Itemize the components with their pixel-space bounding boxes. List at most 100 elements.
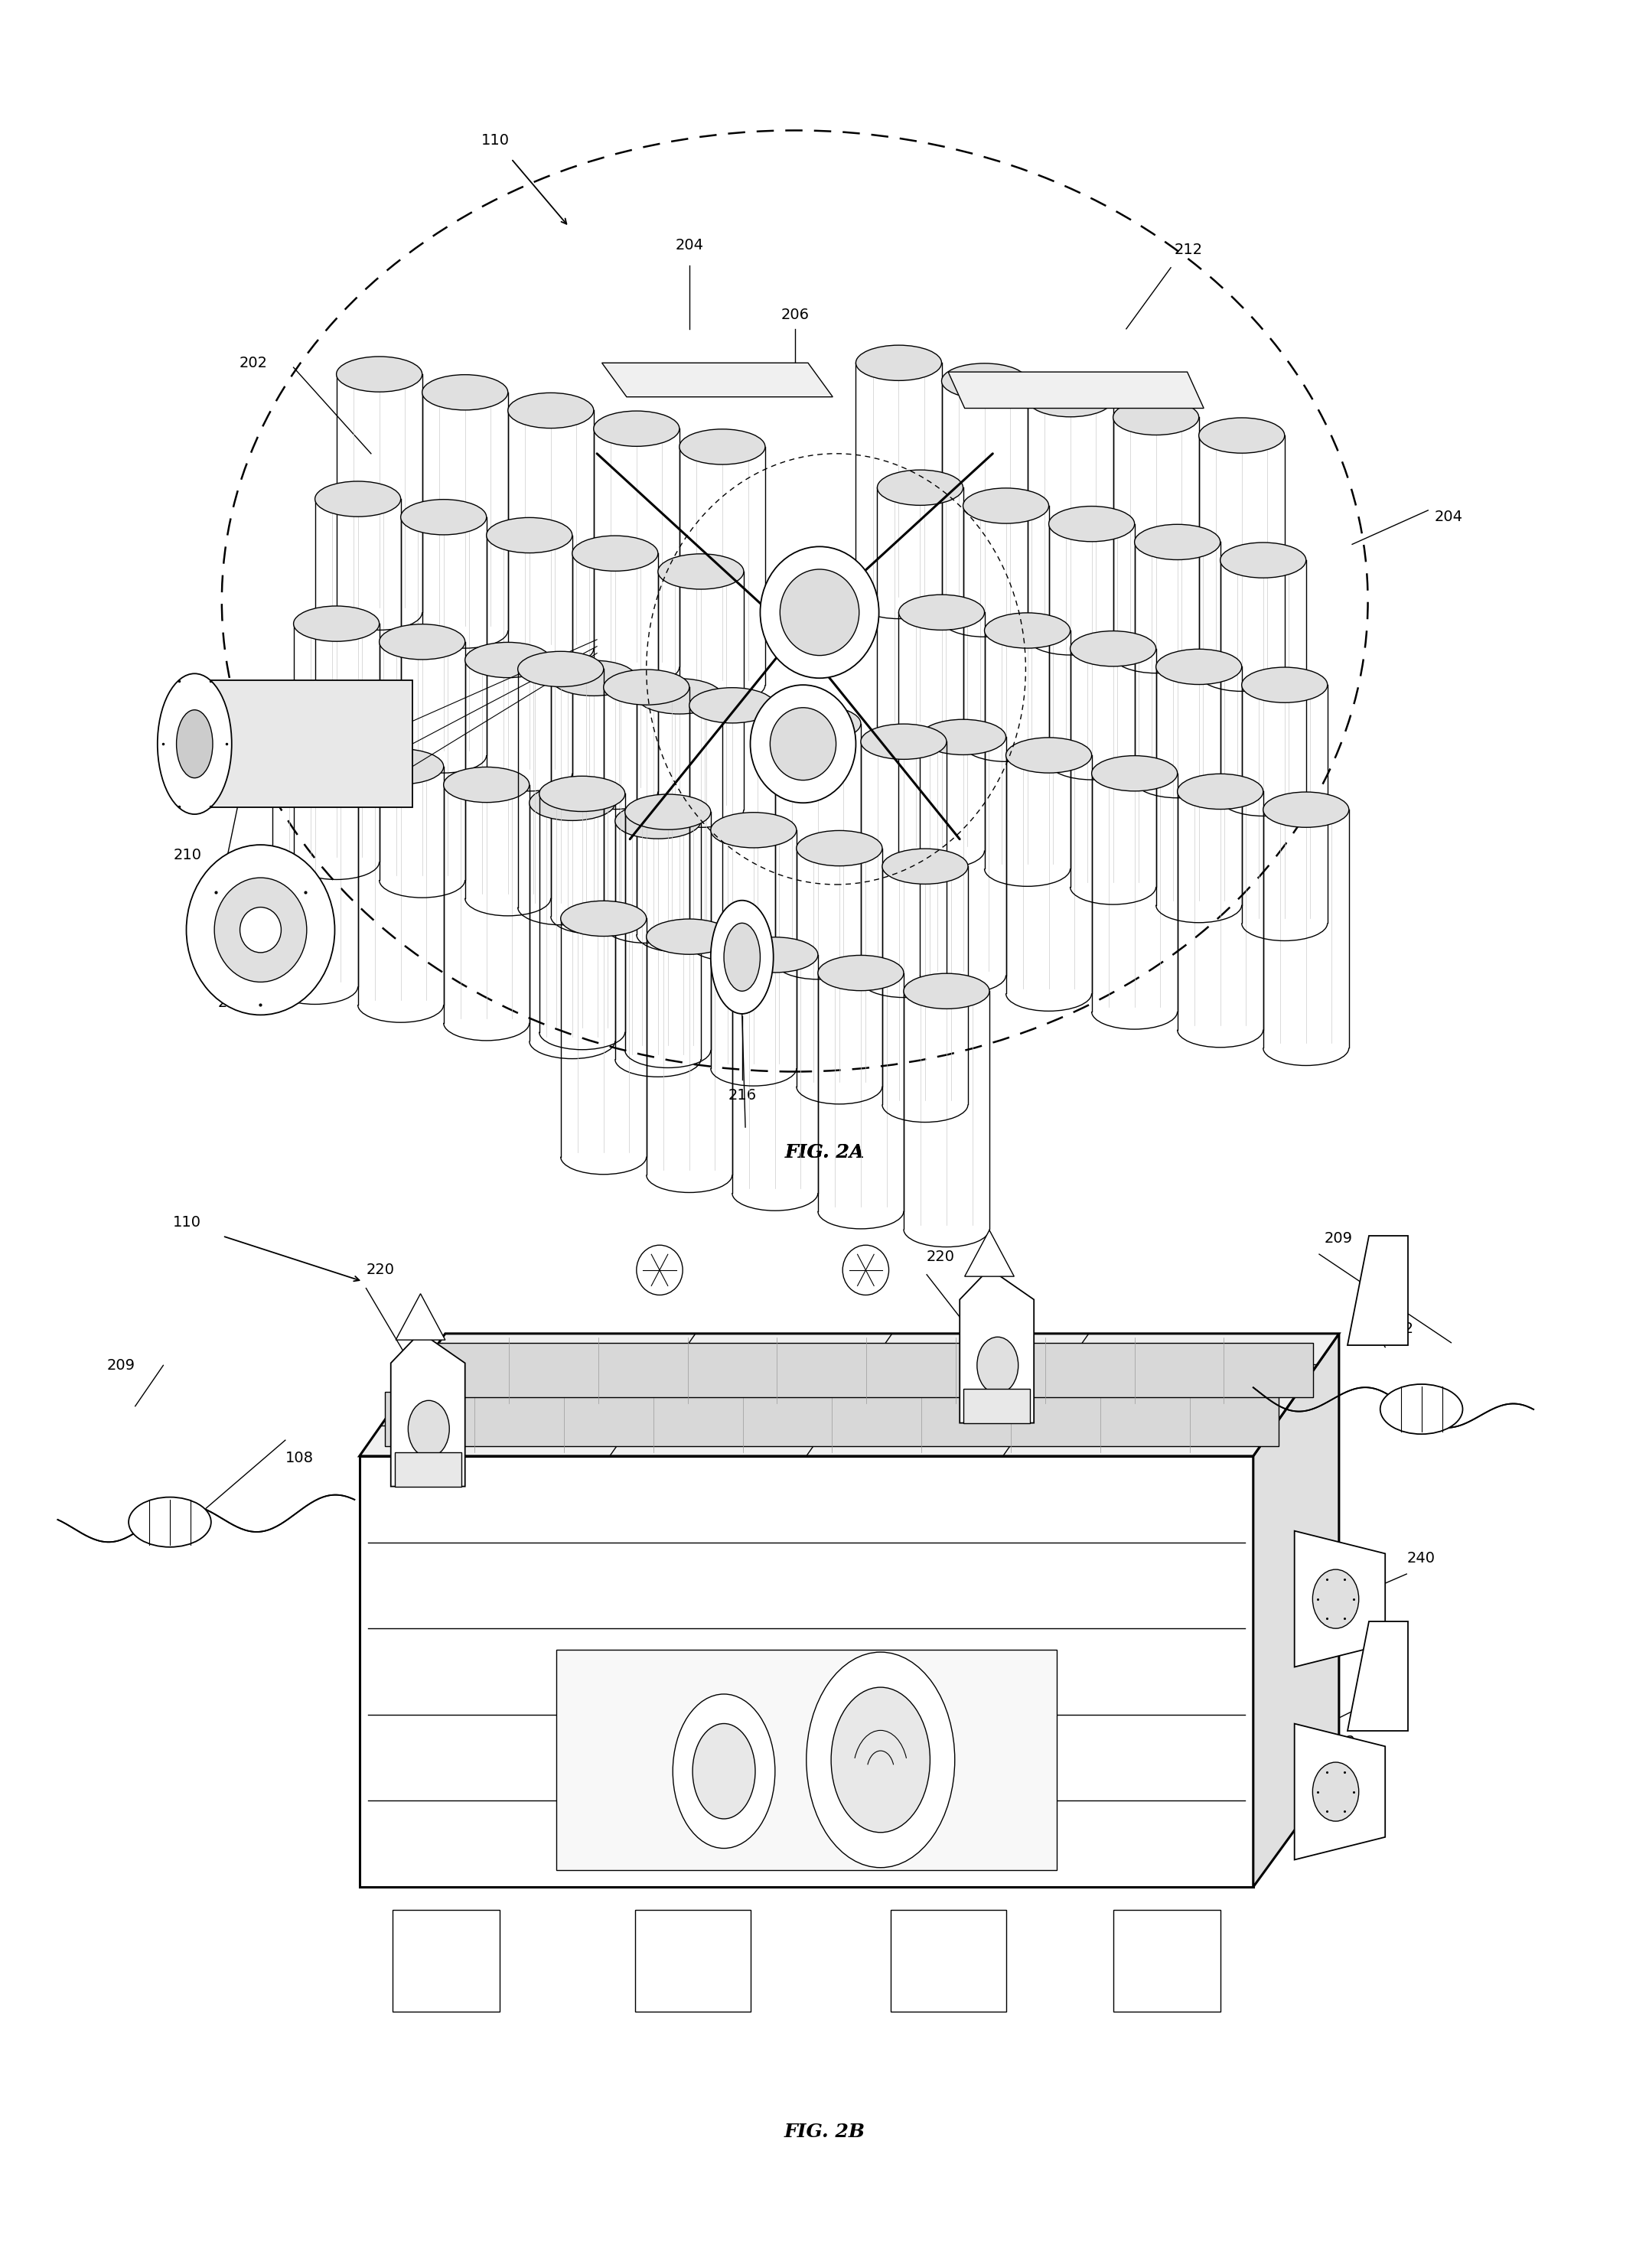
Text: 216: 216 [727,1089,757,1102]
Ellipse shape [1199,417,1285,454]
Text: 209: 209 [1324,1232,1352,1245]
Ellipse shape [942,363,1027,399]
Text: 204: 204 [674,238,704,252]
Ellipse shape [724,923,760,991]
Polygon shape [359,1334,1339,1456]
Ellipse shape [861,723,947,760]
Ellipse shape [689,687,775,723]
Text: 240: 240 [1407,1551,1435,1565]
Ellipse shape [615,803,701,839]
Ellipse shape [1006,737,1092,773]
Ellipse shape [518,651,604,687]
Polygon shape [965,1229,1014,1277]
Ellipse shape [315,481,401,517]
Ellipse shape [877,469,963,506]
Ellipse shape [561,900,646,937]
Text: 220: 220 [927,1250,955,1263]
Ellipse shape [272,730,358,767]
Polygon shape [206,680,412,807]
Ellipse shape [750,685,856,803]
Ellipse shape [572,535,658,572]
Ellipse shape [658,553,744,590]
Ellipse shape [882,848,968,885]
Ellipse shape [899,594,984,631]
Ellipse shape [594,411,679,447]
Polygon shape [386,1393,1280,1447]
Ellipse shape [1156,649,1242,685]
Ellipse shape [693,1724,755,1819]
Ellipse shape [711,812,796,848]
Ellipse shape [1263,792,1349,828]
Text: 110: 110 [482,134,510,147]
Text: 242: 242 [1327,1735,1355,1749]
Ellipse shape [486,517,572,553]
Polygon shape [419,1343,1313,1397]
Ellipse shape [1049,506,1135,542]
Text: 214: 214 [218,996,246,1009]
Polygon shape [1253,1334,1339,1887]
Ellipse shape [625,794,711,830]
Polygon shape [963,1388,1031,1422]
Ellipse shape [465,642,551,678]
Ellipse shape [1313,1762,1359,1821]
Ellipse shape [444,767,529,803]
Text: 220: 220 [366,1263,394,1277]
Ellipse shape [294,606,379,642]
Ellipse shape [508,392,594,429]
Ellipse shape [1113,399,1199,435]
Polygon shape [960,1268,1034,1422]
Polygon shape [1294,1531,1385,1667]
Ellipse shape [637,1245,683,1295]
Ellipse shape [780,569,859,655]
Ellipse shape [976,1338,1017,1393]
Text: 206: 206 [780,308,810,322]
Polygon shape [392,1910,500,2012]
Ellipse shape [409,1399,449,1456]
Text: FIG. 2A: FIG. 2A [785,1143,864,1161]
Polygon shape [1113,1910,1220,2012]
Ellipse shape [963,488,1049,524]
Polygon shape [1347,1622,1408,1730]
Text: 218: 218 [777,1742,806,1755]
Polygon shape [556,1651,1057,1869]
Text: 204: 204 [1435,510,1463,524]
Polygon shape [391,1331,465,1486]
Ellipse shape [679,429,765,465]
Ellipse shape [214,878,307,982]
Ellipse shape [241,907,280,953]
Text: 209: 209 [107,1359,135,1372]
Text: 212: 212 [1174,243,1202,256]
Ellipse shape [920,719,1006,755]
Ellipse shape [1380,1383,1463,1433]
Polygon shape [394,1452,462,1486]
Ellipse shape [176,710,213,778]
Ellipse shape [1135,524,1220,560]
Ellipse shape [806,1651,955,1867]
Ellipse shape [711,900,773,1014]
Ellipse shape [1027,381,1113,417]
Polygon shape [948,372,1204,408]
Polygon shape [602,363,833,397]
Ellipse shape [1313,1569,1359,1628]
Ellipse shape [831,1687,930,1833]
Ellipse shape [336,356,422,392]
Ellipse shape [770,708,836,780]
Text: 210: 210 [173,848,201,862]
Ellipse shape [637,678,722,714]
Ellipse shape [358,748,444,785]
Ellipse shape [818,955,904,991]
Ellipse shape [551,660,637,696]
Polygon shape [1294,1724,1385,1860]
Ellipse shape [1070,631,1156,667]
Text: 242: 242 [1385,1322,1413,1336]
Ellipse shape [186,846,335,1016]
Polygon shape [359,1456,1253,1887]
Ellipse shape [379,624,465,660]
Ellipse shape [732,937,818,973]
Polygon shape [635,1910,750,2012]
Ellipse shape [129,1497,211,1547]
Ellipse shape [904,973,989,1009]
Polygon shape [396,1293,445,1340]
Polygon shape [1347,1236,1408,1345]
Ellipse shape [401,499,486,535]
